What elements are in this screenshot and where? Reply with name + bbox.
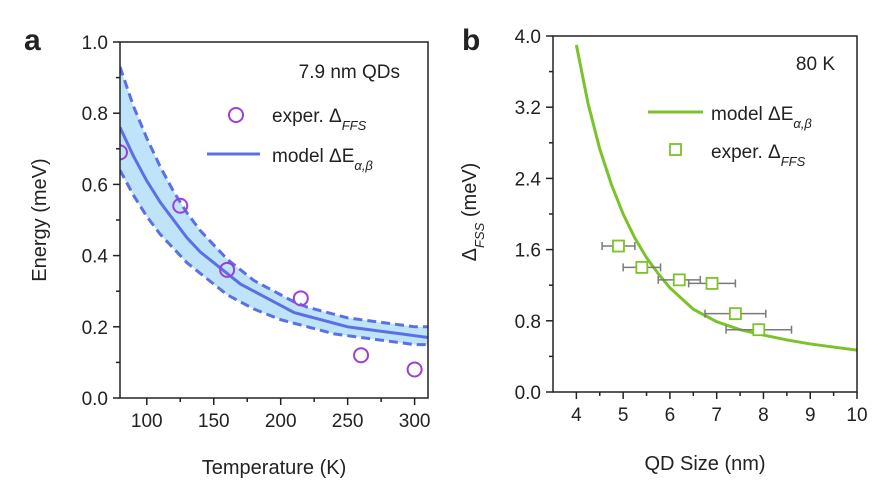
panel-b-y-axis-title: ΔFSS (meV): [459, 163, 487, 262]
panel-b-y-tick-label: 2.4: [515, 169, 542, 190]
panel-b-y-tick-label: 0.8: [515, 312, 541, 333]
panel-a-exper-point: [172, 197, 189, 214]
panel-b-legend-model: model ΔEα,β: [711, 104, 812, 131]
panel-a: a 100 150 200 250 300 0.0 0.2 0.4 0.6 0.8 1.0 Temp…: [24, 24, 430, 479]
panel-b-x-tick-label: 7: [711, 405, 722, 426]
panel-a-y-tick-label: 0.6: [82, 175, 108, 196]
panel-b-exper-point: [705, 277, 719, 290]
panel-b-annotation: 80 K: [796, 54, 835, 75]
panel-b-x-tick-label: 6: [665, 405, 676, 426]
panel-a-y-tick-label: 1.0: [82, 33, 108, 54]
panel-a-legend-model-sub: α,β: [354, 158, 373, 173]
panel-b: b 4 5 6 7 8 9 10 0.0 0.8 1.6 2.4 3.2 4.0 QD Size (nm…: [459, 24, 868, 475]
panel-b-y-tick-label: 0.0: [515, 383, 541, 404]
panel-a-exper-point: [219, 261, 236, 278]
panel-b-model-line: [574, 44, 857, 352]
panel-b-x-tick-label: 5: [618, 405, 629, 426]
panel-a-legend-circle-marker: [228, 107, 244, 123]
panel-b-exper-point: [672, 273, 686, 287]
panel-a-lower-bound-line: [120, 169, 428, 347]
panel-b-legend-exper-name: exper. Δ: [711, 142, 781, 163]
panel-b-y-tick-label: 4.0: [515, 27, 541, 48]
panel-a-legend-exper-sub: FFS: [342, 118, 367, 133]
panel-a-x-tick-label: 200: [265, 411, 297, 432]
panel-b-y-axis-title-main: Δ: [459, 248, 481, 261]
panel-a-x-tick-label: 150: [198, 411, 230, 432]
panel-b-exper-point: [612, 239, 625, 253]
panel-a-x-axis-title: Temperature (K): [202, 457, 347, 479]
panel-a-y-axis-title: Energy (meV): [29, 158, 51, 281]
panel-a-upper-bound-line: [120, 66, 428, 329]
panel-a-annotation: 7.9 nm QDs: [299, 62, 400, 83]
panel-b-legend-square-marker: [669, 143, 682, 156]
panel-a-x-tick-label: 100: [131, 411, 163, 432]
panel-a-x-tick-label: 300: [399, 411, 431, 432]
panel-a-exper-point: [406, 361, 423, 378]
panel-a-y-tick-label: 0.2: [82, 318, 108, 339]
panel-a-legend-model-name: model ΔE: [272, 146, 354, 167]
panel-b-legend-model-sub: α,β: [793, 116, 812, 131]
panel-a-x-tick-label: 250: [332, 411, 364, 432]
panel-b-x-axis-title: QD Size (nm): [644, 453, 765, 475]
panel-b-y-axis-title-sub: FSS: [472, 222, 487, 248]
panel-a-y-tick-label: 0.8: [82, 104, 108, 125]
panel-b-legend-model-name: model ΔE: [711, 104, 793, 125]
panel-a-plot-area: [120, 66, 428, 378]
panel-b-axes: 4 5 6 7 8 9 10 0.0 0.8 1.6 2.4 3.2 4.0: [515, 27, 868, 426]
panel-a-legend: exper. ΔFFS model ΔEα,β: [207, 106, 373, 173]
panel-b-legend-exper-sub: FFS: [781, 154, 806, 169]
panel-b-y-axis-title-unit: (meV): [459, 163, 481, 223]
panel-a-labels: Temperature (K) Energy (meV) 7.9 nm QDs: [29, 62, 400, 479]
panel-b-plot-area: [574, 44, 857, 352]
panel-a-label: a: [24, 24, 41, 57]
panel-a-exper-point: [353, 347, 370, 364]
panel-b-exper-point: [729, 307, 742, 321]
panel-b-exper-point: [635, 260, 649, 274]
panel-b-legend: model ΔEα,β exper. ΔFFS: [648, 104, 812, 169]
panel-b-frame: [552, 35, 858, 393]
panel-b-label: b: [462, 24, 480, 57]
panel-a-axes: 100 150 200 250 300 0.0 0.2 0.4 0.6 0.8 1.0: [82, 33, 431, 432]
panel-b-legend-exper: exper. ΔFFS: [711, 142, 806, 169]
panel-b-x-tick-label: 10: [846, 405, 867, 426]
panel-a-legend-model: model ΔEα,β: [272, 146, 373, 173]
panel-b-y-tick-label: 1.6: [515, 241, 541, 262]
panel-a-model-line: [120, 126, 428, 339]
panel-a-confidence-band: [120, 66, 428, 345]
panel-a-exper-point: [292, 290, 309, 307]
panel-a-y-tick-label: 0.0: [82, 389, 108, 410]
panel-b-x-tick-label: 9: [805, 405, 816, 426]
panel-a-legend-exper-name: exper. Δ: [272, 106, 342, 127]
panel-a-exper-point: [120, 144, 128, 161]
panel-b-x-tick-label: 4: [571, 405, 582, 426]
panel-a-y-tick-label: 0.4: [82, 247, 109, 268]
panel-b-exper-point: [752, 323, 766, 337]
panel-b-labels: QD Size (nm) ΔFSS (meV) 80 K: [459, 54, 835, 475]
panel-b-y-tick-label: 3.2: [515, 98, 541, 119]
panel-b-x-tick-label: 8: [758, 405, 769, 426]
panel-a-legend-exper: exper. ΔFFS: [272, 106, 367, 133]
